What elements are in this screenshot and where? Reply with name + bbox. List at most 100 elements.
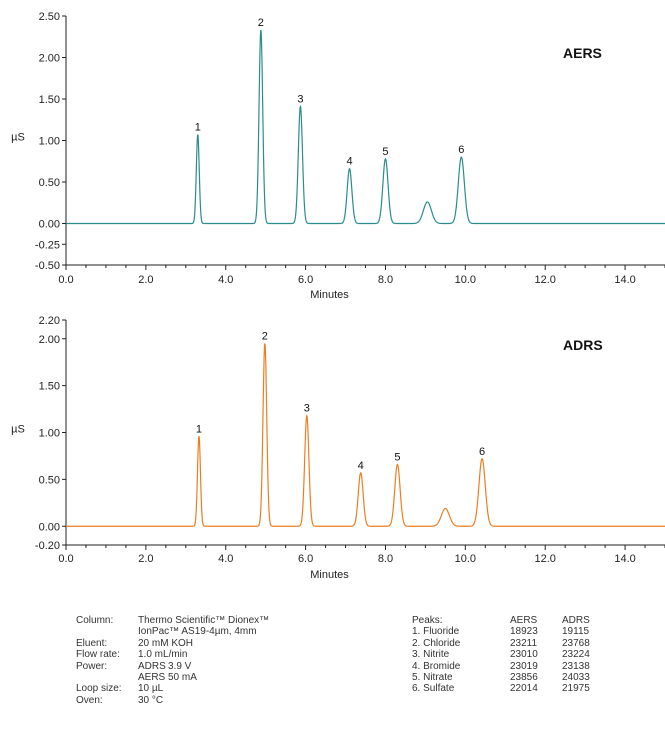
- peak-label: 2: [262, 330, 268, 342]
- x-tick-label: 4.0: [218, 274, 233, 286]
- condition-row: Flow rate: 1.0 mL/min: [76, 649, 269, 660]
- y-tick-label: 0.00: [39, 219, 60, 231]
- y-axis-label: µS: [11, 424, 25, 436]
- peaks-row: 5. Nitrate 23856 24033: [412, 672, 612, 683]
- x-tick-label: 8.0: [378, 274, 393, 286]
- x-tick-label: 0.0: [58, 274, 73, 286]
- condition-row: Power: ADRS 3.9 V: [76, 661, 269, 672]
- peak-label: 6: [458, 144, 464, 156]
- peak-name: 5. Nitrate: [412, 672, 453, 684]
- peak-aers: 23019: [510, 660, 538, 672]
- x-tick-label: 2.0: [138, 553, 153, 565]
- peak-label: 1: [195, 122, 201, 134]
- y-tick-label: 2.00: [39, 53, 60, 65]
- condition-row: AERS 50 mA: [76, 672, 269, 683]
- y-tick-label: -0.20: [35, 540, 60, 552]
- condition-label: Flow rate:: [76, 649, 120, 661]
- peak-name: 4. Bromide: [412, 660, 461, 672]
- peak-adrs: 24033: [562, 672, 590, 684]
- x-tick-label: 10.0: [455, 274, 476, 286]
- y-tick-label: 2.00: [39, 334, 60, 346]
- condition-value: 20 mM KOH: [138, 637, 194, 649]
- x-tick-label: 10.0: [455, 553, 476, 565]
- conditions-block: Column: Thermo Scientific™ Dionex™ IonPac…: [76, 615, 269, 706]
- peaks-row: 3. Nitrite 23010 23224: [412, 649, 612, 660]
- panel-label: AERS: [563, 45, 602, 61]
- peak-label: 1: [196, 423, 202, 435]
- peak-label: 4: [346, 156, 352, 168]
- peaks-row: 6. Sulfate 22014 21975: [412, 683, 612, 694]
- y-tick-label: 1.00: [39, 428, 60, 440]
- peak-name: 6. Sulfate: [412, 683, 455, 695]
- peaks-row: 2. Chloride 23211 23768: [412, 638, 612, 649]
- y-tick-label: 2.50: [39, 11, 60, 23]
- x-tick-label: 12.0: [534, 553, 555, 565]
- condition-value: 3.9 V: [168, 660, 192, 672]
- condition-label: Column:: [76, 615, 114, 626]
- peak-label: 3: [304, 403, 310, 415]
- chromatogram-adrs: 2.20 2.00 1.50 1.00 0.50 0.00 -0.200.0 2.0 4.0 6.…: [11, 315, 665, 581]
- x-axis-label: Minutes: [310, 569, 349, 581]
- x-axis-label: Minutes: [310, 289, 349, 300]
- peaks-table: Peaks: AERS ADRS 1. Fluoride 18923 19115 2. …: [412, 615, 612, 695]
- y-tick-label: -0.50: [35, 260, 60, 272]
- condition-row: Loop size: 10 µL: [76, 683, 269, 694]
- x-tick-label: 14.0: [614, 553, 635, 565]
- condition-row: Oven: 30 °C: [76, 695, 269, 706]
- condition-label: Power:: [76, 660, 108, 672]
- condition-label: Oven:: [76, 694, 103, 706]
- peak-aers: 23010: [510, 649, 538, 661]
- peak-aers: 23211: [510, 637, 538, 649]
- y-tick-label: 0.00: [39, 521, 60, 533]
- condition-row: IonPac™ AS19-4µm, 4mm: [76, 626, 269, 637]
- condition-label: [76, 672, 138, 683]
- x-tick-label: 6.0: [298, 553, 313, 565]
- y-tick-label: 0.50: [39, 177, 60, 189]
- peak-aers: 22014: [510, 683, 538, 695]
- y-tick-label: 0.50: [39, 474, 60, 486]
- peaks-header-cell: Peaks:: [412, 615, 443, 626]
- peaks-header: Peaks: AERS ADRS: [412, 615, 612, 626]
- condition-label: Eluent:: [76, 637, 108, 649]
- peak-name: 2. Chloride: [412, 637, 461, 649]
- chromatogram-trace: [66, 30, 665, 225]
- y-tick-label: 1.00: [39, 136, 60, 148]
- x-tick-label: 8.0: [378, 553, 393, 565]
- condition-label: Loop size:: [76, 683, 122, 695]
- x-tick-label: 12.0: [534, 274, 555, 286]
- x-tick-label: 4.0: [218, 553, 233, 565]
- condition-value: 30 °C: [138, 694, 164, 706]
- condition-value: 10 µL: [138, 683, 164, 695]
- peak-aers: 18923: [510, 626, 538, 638]
- condition-sublabel: ADRS: [138, 660, 166, 672]
- peak-label: 5: [394, 451, 400, 463]
- peak-label: 2: [258, 17, 264, 29]
- chromatogram-trace: [66, 343, 665, 527]
- peaks-row: 4. Bromide 23019 23138: [412, 661, 612, 672]
- condition-label: [76, 626, 138, 637]
- x-tick-label: 14.0: [614, 274, 635, 286]
- condition-value: Thermo Scientific™ Dionex™: [138, 615, 270, 626]
- condition-sublabel: AERS: [138, 672, 166, 684]
- peak-label: 6: [479, 446, 485, 458]
- chromatogram-aers: 2.50 2.00 1.50 1.00 0.50 0.00 -0.25 -0.50 0.0 2.0…: [11, 11, 665, 300]
- y-tick-label: -0.25: [35, 239, 60, 251]
- peak-adrs: 19115: [562, 626, 590, 638]
- x-tick-label: 2.0: [138, 274, 153, 286]
- peak-adrs: 23138: [562, 660, 590, 672]
- panel-label: ADRS: [563, 337, 603, 353]
- peak-label: 5: [382, 146, 388, 158]
- x-tick-label: 6.0: [298, 274, 313, 286]
- condition-value: IonPac™ AS19-4µm, 4mm: [138, 626, 257, 638]
- peak-name: 1. Fluoride: [412, 626, 460, 638]
- condition-row: Column: Thermo Scientific™ Dionex™: [76, 615, 269, 626]
- peak-adrs: 21975: [562, 683, 590, 695]
- peak-label: 4: [358, 460, 364, 472]
- condition-value: 1.0 mL/min: [138, 649, 188, 661]
- y-tick-label: 1.50: [39, 381, 60, 393]
- peak-label: 3: [297, 93, 303, 105]
- y-tick-label: 1.50: [39, 94, 60, 106]
- y-axis-label: µS: [11, 132, 25, 144]
- peak-name: 3. Nitrite: [412, 649, 450, 661]
- peaks-row: 1. Fluoride 18923 19115: [412, 626, 612, 637]
